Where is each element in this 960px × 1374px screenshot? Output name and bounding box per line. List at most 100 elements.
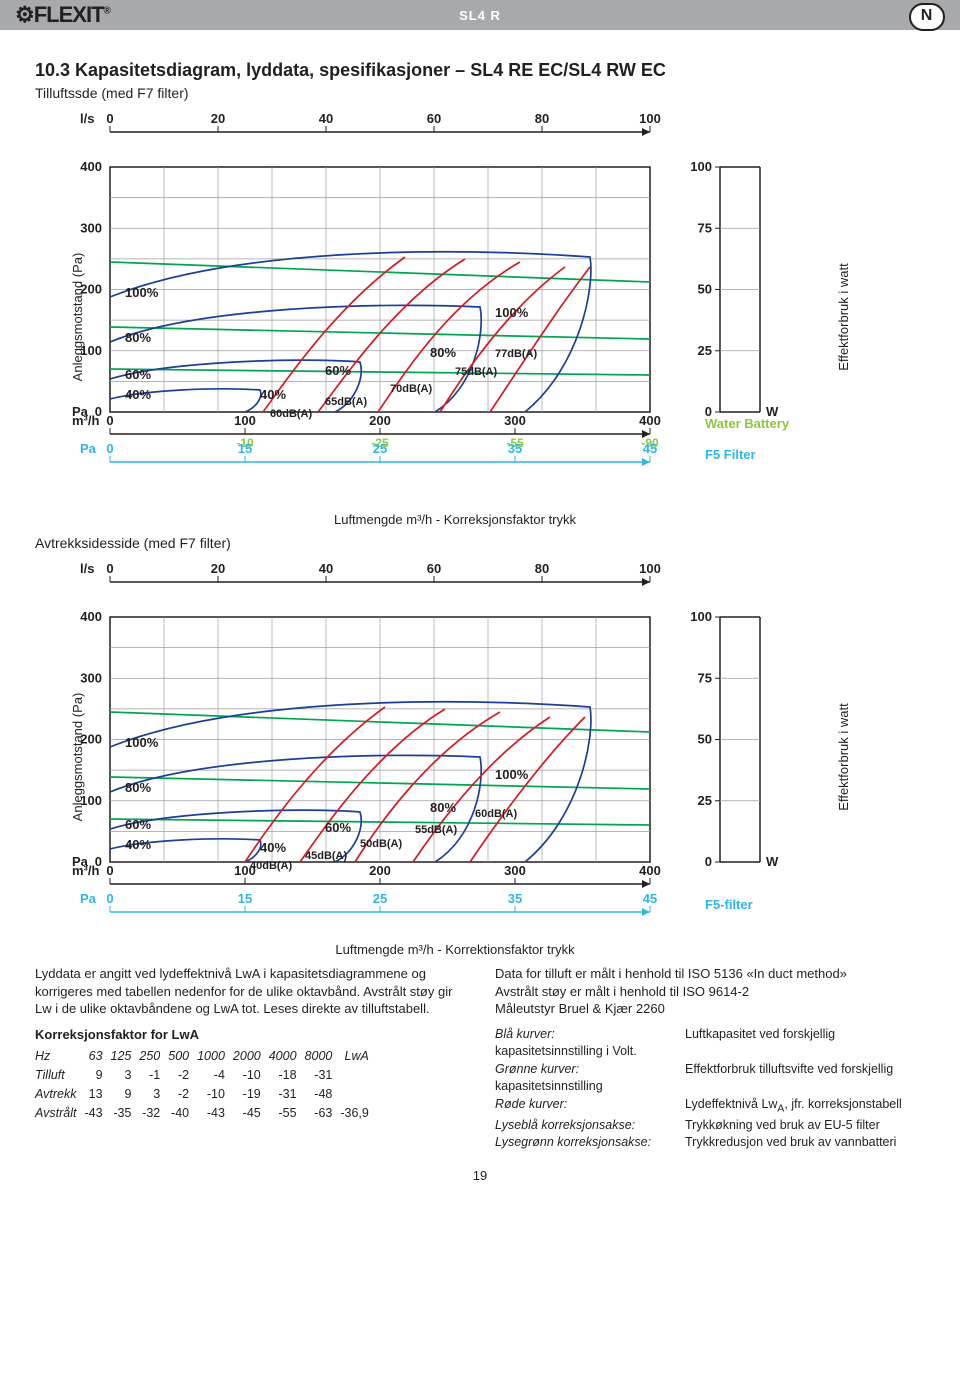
- svg-text:60%: 60%: [125, 367, 151, 382]
- svg-text:60dB(A): 60dB(A): [475, 808, 518, 820]
- svg-text:40%: 40%: [125, 387, 151, 402]
- svg-text:80%: 80%: [430, 800, 456, 815]
- korr-title: Korreksjonsfaktor for LwA: [35, 1027, 199, 1042]
- svg-text:100: 100: [639, 561, 661, 576]
- svg-text:60%: 60%: [125, 817, 151, 832]
- svg-text:15: 15: [238, 441, 252, 456]
- svg-text:m³/h: m³/h: [72, 413, 100, 428]
- svg-text:80%: 80%: [125, 780, 151, 795]
- chart1-x-caption: Luftmengde m³/h - Korreksjonsfaktor tryk…: [35, 512, 875, 527]
- chart1-yleft-label: Anleggsmotstand (Pa): [70, 253, 85, 382]
- svg-text:40%: 40%: [125, 837, 151, 852]
- svg-text:200: 200: [369, 413, 391, 428]
- svg-text:300: 300: [80, 670, 102, 685]
- svg-text:F5 Filter: F5 Filter: [705, 447, 756, 462]
- page-number: 19: [0, 1162, 960, 1193]
- svg-text:50: 50: [698, 282, 712, 297]
- svg-text:0: 0: [106, 111, 113, 126]
- svg-text:25: 25: [373, 441, 387, 456]
- svg-text:0: 0: [106, 863, 113, 878]
- svg-text:40dB(A): 40dB(A): [250, 860, 293, 872]
- svg-text:50: 50: [698, 732, 712, 747]
- svg-text:300: 300: [504, 413, 526, 428]
- svg-text:400: 400: [80, 609, 102, 624]
- svg-text:40: 40: [319, 561, 333, 576]
- svg-text:0: 0: [106, 891, 113, 906]
- svg-text:Pa: Pa: [80, 891, 97, 906]
- chart2-yright-label: Effektforbruk i watt: [836, 703, 851, 810]
- svg-text:65dB(A): 65dB(A): [325, 396, 368, 408]
- svg-text:F5-filter: F5-filter: [705, 897, 753, 912]
- explanatory-row: Lyddata er angitt ved lydeffektnivå LwA …: [35, 965, 925, 1018]
- svg-text:0: 0: [106, 413, 113, 428]
- chart1-svg: 020406080100l/s0100200300400Pa0255075100…: [35, 107, 875, 507]
- svg-text:77dB(A): 77dB(A): [495, 348, 538, 360]
- chart2-yleft-label: Anleggsmotstand (Pa): [70, 693, 85, 822]
- page-content: 10.3 Kapasitetsdiagram, lyddata, spesifi…: [0, 30, 960, 1162]
- svg-text:15: 15: [238, 891, 252, 906]
- svg-text:80%: 80%: [430, 345, 456, 360]
- svg-text:300: 300: [80, 220, 102, 235]
- svg-text:55dB(A): 55dB(A): [415, 824, 458, 836]
- section-title: 10.3 Kapasitetsdiagram, lyddata, spesifi…: [35, 60, 925, 81]
- svg-text:20: 20: [211, 561, 225, 576]
- svg-text:60%: 60%: [325, 820, 351, 835]
- svg-text:l/s: l/s: [80, 111, 94, 126]
- chart2-x-caption: Luftmengde m³/h - Korrektionsfaktor tryk…: [35, 942, 875, 957]
- brand-logo: ⚙FLEXIT®: [15, 2, 110, 28]
- svg-text:400: 400: [639, 413, 661, 428]
- chart2-svg: 020406080100l/s0100200300400Pa0255075100…: [35, 557, 875, 937]
- svg-text:25: 25: [698, 343, 712, 358]
- svg-text:m³/h: m³/h: [72, 863, 100, 878]
- svg-text:75dB(A): 75dB(A): [455, 366, 498, 378]
- svg-text:100%: 100%: [495, 305, 529, 320]
- svg-text:100: 100: [690, 609, 712, 624]
- svg-text:200: 200: [369, 863, 391, 878]
- table-legend-row: Korreksjonsfaktor for LwA Hz631252505001…: [35, 1026, 925, 1152]
- header-bar: ⚙FLEXIT® SL4 R N: [0, 0, 960, 30]
- svg-text:300: 300: [504, 863, 526, 878]
- svg-text:100: 100: [639, 111, 661, 126]
- curve-legend: Blå kurver:Luftkapasitet ved forskjellig…: [495, 1026, 925, 1152]
- svg-text:0: 0: [106, 441, 113, 456]
- svg-text:50dB(A): 50dB(A): [360, 838, 403, 850]
- chart2-subtitle: Avtrekksidesside (med F7 filter): [35, 535, 925, 551]
- right2: Avstrålt støy er målt i henhold til ISO …: [495, 984, 749, 999]
- svg-text:100%: 100%: [125, 285, 159, 300]
- svg-text:25: 25: [698, 793, 712, 808]
- chart1-yright-label: Effektforbruk i watt: [836, 263, 851, 370]
- svg-text:75: 75: [698, 220, 712, 235]
- chart-1: Anleggsmotstand (Pa) Effektforbruk i wat…: [35, 107, 875, 527]
- right1: Data for tilluft er målt i henhold til I…: [495, 966, 847, 981]
- svg-text:20: 20: [211, 111, 225, 126]
- svg-text:100: 100: [234, 863, 256, 878]
- svg-text:45: 45: [643, 891, 657, 906]
- svg-text:60%: 60%: [325, 363, 351, 378]
- svg-text:60: 60: [427, 561, 441, 576]
- svg-text:35: 35: [508, 441, 522, 456]
- korr-table: Hz631252505001000200040008000LwATilluft9…: [35, 1047, 377, 1123]
- svg-text:60dB(A): 60dB(A): [270, 408, 313, 420]
- svg-text:l/s: l/s: [80, 561, 94, 576]
- svg-text:400: 400: [80, 159, 102, 174]
- korr-table-block: Korreksjonsfaktor for LwA Hz631252505001…: [35, 1026, 465, 1152]
- right3: Måleutstyr Bruel & Kjær 2260: [495, 1001, 665, 1016]
- svg-text:40: 40: [319, 111, 333, 126]
- right-text: Data for tilluft er målt i henhold til I…: [495, 965, 925, 1018]
- svg-text:45dB(A): 45dB(A): [305, 850, 348, 862]
- svg-text:45: 45: [643, 441, 657, 456]
- svg-text:75: 75: [698, 670, 712, 685]
- svg-text:40%: 40%: [260, 387, 286, 402]
- corner-badge: N: [909, 3, 945, 31]
- chart-2: Anleggsmotstand (Pa) Effektforbruk i wat…: [35, 557, 875, 957]
- svg-text:Pa: Pa: [80, 441, 97, 456]
- svg-text:W: W: [766, 854, 779, 869]
- svg-text:100: 100: [234, 413, 256, 428]
- svg-text:0: 0: [705, 854, 712, 869]
- svg-text:25: 25: [373, 891, 387, 906]
- svg-text:100%: 100%: [495, 767, 529, 782]
- svg-text:Water Battery: Water Battery: [705, 416, 790, 431]
- svg-text:60: 60: [427, 111, 441, 126]
- model-title: SL4 R: [459, 8, 501, 23]
- svg-text:100%: 100%: [125, 735, 159, 750]
